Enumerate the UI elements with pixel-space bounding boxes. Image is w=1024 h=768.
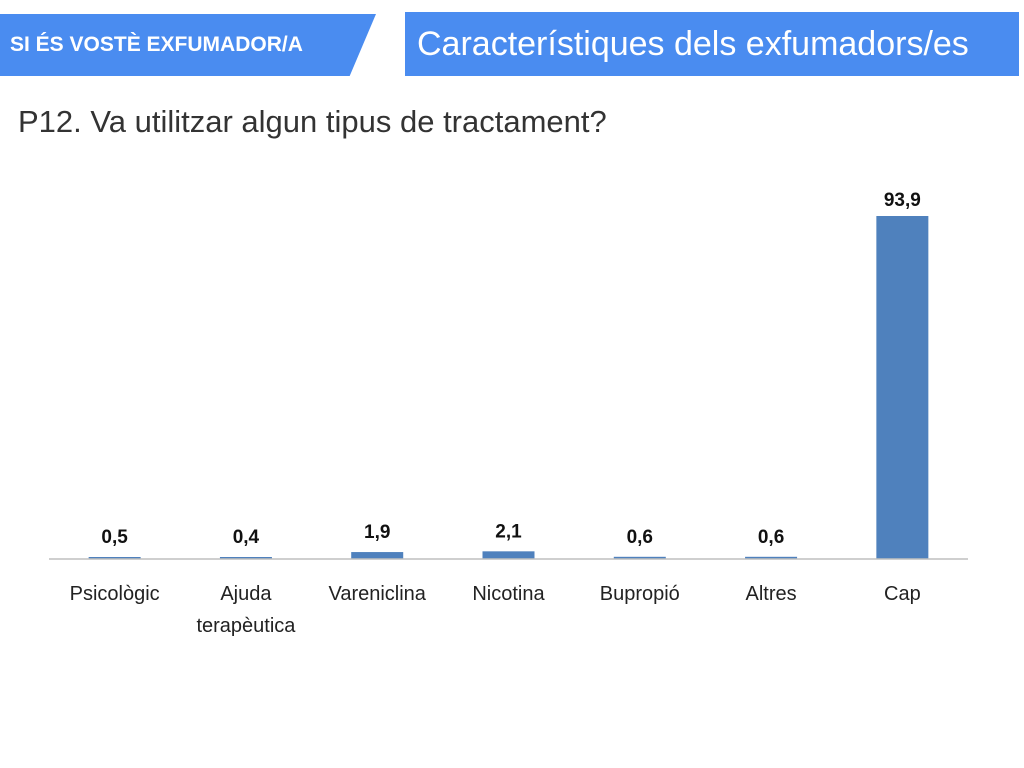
- value-label-2: 1,9: [364, 522, 390, 543]
- slide-title-banner: Característiques dels exfumadors/es: [405, 12, 1019, 76]
- category-label-1-line-1: terapèutica: [196, 615, 296, 637]
- value-label-1: 0,4: [233, 527, 260, 548]
- bar-1: [219, 557, 272, 559]
- bar-3: [482, 551, 535, 559]
- value-label-6: 93,9: [884, 190, 921, 211]
- bar-2: [351, 552, 404, 559]
- value-label-3: 2,1: [495, 521, 522, 542]
- bar-4: [613, 556, 666, 559]
- slide-title: Característiques dels exfumadors/es: [417, 24, 969, 63]
- bar-6: [876, 216, 929, 559]
- category-label-0: Psicològic: [70, 583, 160, 605]
- bar-5: [745, 556, 798, 559]
- category-label-2: Vareniclina: [328, 583, 426, 605]
- category-label-1-line-0: Ajuda: [220, 583, 272, 605]
- bar-0: [88, 557, 141, 559]
- value-label-0: 0,5: [101, 527, 128, 548]
- question-title: P12. Va utilitzar algun tipus de tractam…: [18, 104, 607, 139]
- value-label-5: 0,6: [758, 527, 784, 548]
- section-banner: SI ÉS VOSTÈ EXFUMADOR/A: [0, 14, 376, 76]
- category-label-3: Nicotina: [472, 583, 545, 605]
- category-label-4: Bupropió: [600, 583, 680, 605]
- section-title: SI ÉS VOSTÈ EXFUMADOR/A: [10, 33, 303, 56]
- category-label-5: Altres: [746, 583, 797, 605]
- category-label-6: Cap: [884, 583, 921, 605]
- value-label-4: 0,6: [627, 527, 653, 548]
